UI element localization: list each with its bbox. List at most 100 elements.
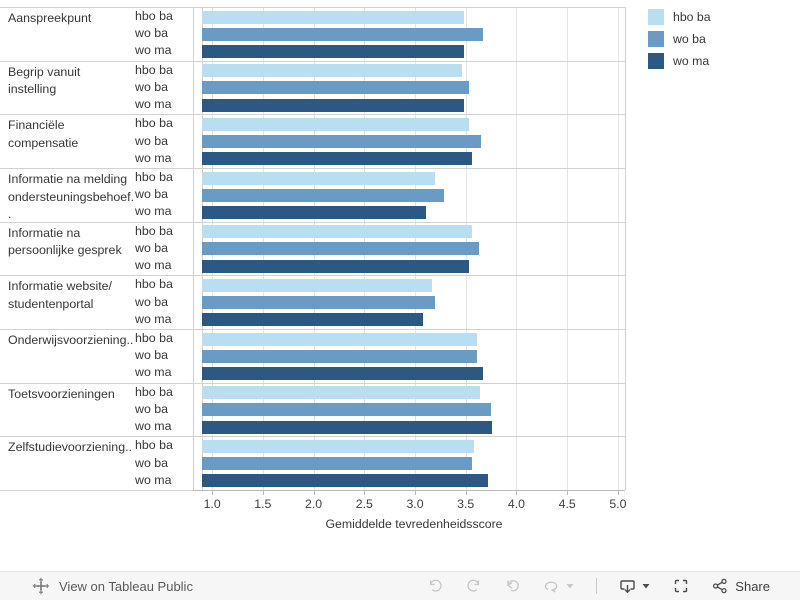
x-axis-title: Gemiddelde tevredenheidsscore (325, 517, 503, 531)
row-subcategory-label: wo ma (135, 204, 172, 219)
legend-item[interactable]: hbo ba (648, 8, 711, 25)
bar[interactable] (202, 349, 477, 363)
bar[interactable] (202, 44, 464, 58)
bar[interactable] (202, 117, 469, 131)
bar[interactable] (202, 242, 479, 256)
tableau-logo-icon (32, 577, 50, 595)
row-category-label: Aanspreekpunt (8, 11, 92, 25)
row-divider (0, 221, 625, 223)
bar[interactable] (202, 27, 483, 41)
toolbar-divider (596, 578, 598, 594)
axis-tick (465, 490, 467, 495)
bar[interactable] (202, 10, 464, 24)
bottom-toolbar: View on Tableau Public (0, 571, 800, 600)
replay-button[interactable] (504, 577, 522, 595)
row-subcategory-label: wo ma (135, 43, 172, 58)
row-subcategory-label: hbo ba (135, 9, 173, 23)
axis-tick (313, 490, 315, 495)
row-subcategory-label: wo ba (135, 79, 169, 94)
bar[interactable] (202, 313, 424, 327)
bar[interactable] (202, 439, 474, 453)
x-tick-label: 1.5 (254, 497, 272, 511)
row-subcategory-label: hbo ba (135, 277, 173, 292)
bar[interactable] (202, 135, 481, 149)
axis-tick (364, 490, 366, 495)
legend-label: wo ba (673, 31, 706, 46)
row-divider (0, 436, 625, 438)
row-subcategory-label: hbo ba (135, 170, 173, 184)
bar[interactable] (202, 366, 483, 380)
toolbar-actions: Share (426, 577, 770, 596)
row-subcategory-label: hbo ba (135, 438, 173, 453)
caret-down-icon (642, 584, 650, 589)
x-tick-label: 2.0 (305, 497, 323, 511)
bar[interactable] (202, 188, 445, 202)
replay-icon (507, 580, 520, 592)
row-subcategory-label: wo ma (135, 472, 172, 487)
bar[interactable] (202, 278, 433, 292)
row-category-label: Informatie na persoonlijke gesprek (8, 225, 122, 258)
refresh-icon (545, 581, 558, 593)
row-subcategory-label: wo ba (135, 348, 169, 363)
bar[interactable] (202, 403, 492, 417)
share-button[interactable]: Share (711, 577, 770, 595)
download-group (618, 577, 651, 596)
row-subcategory-label: wo ba (135, 26, 169, 41)
view-on-tableau-link[interactable]: View on Tableau Public (32, 577, 193, 595)
gridline (617, 7, 619, 490)
row-subcategory-label: hbo ba (135, 62, 173, 77)
gridline (567, 7, 569, 490)
row-divider (0, 114, 625, 116)
view-on-tableau-label: View on Tableau Public (59, 578, 193, 594)
bar[interactable] (202, 259, 469, 273)
header-pane-border (193, 7, 194, 490)
fullscreen-button[interactable] (672, 577, 690, 595)
bar[interactable] (202, 205, 427, 219)
bar[interactable] (202, 98, 464, 112)
axis-tick (262, 490, 264, 495)
row-category-label: Toetsvoorzieningen (8, 386, 115, 401)
undo-button[interactable] (426, 577, 444, 595)
bar[interactable] (202, 332, 477, 346)
row-subcategory-label: hbo ba (135, 116, 173, 131)
axis-tick (516, 490, 518, 495)
download-icon (620, 579, 635, 593)
row-subcategory-label: wo ba (135, 240, 169, 255)
row-category-label: Informatie na melding ondersteuningsbeho… (8, 172, 135, 221)
bar[interactable] (202, 457, 472, 471)
bar[interactable] (202, 296, 436, 310)
bar[interactable] (202, 64, 462, 78)
redo-button[interactable] (465, 577, 483, 595)
row-divider (0, 329, 625, 330)
bar[interactable] (202, 386, 480, 400)
bar[interactable] (202, 171, 436, 185)
legend-label: hbo ba (673, 9, 711, 24)
bar[interactable] (202, 152, 472, 166)
x-axis-line (193, 490, 625, 491)
fullscreen-icon (675, 579, 688, 593)
axis-tick (617, 490, 619, 495)
row-subcategory-label: wo ma (135, 150, 172, 165)
row-category-label: Zelfstudievoorziening.. (8, 440, 132, 455)
row-category-label: Begrip vanuit instelling (8, 64, 81, 97)
legend-swatch (648, 8, 664, 25)
x-tick-label: 1.0 (203, 497, 221, 511)
bar[interactable] (202, 225, 472, 239)
x-tick-label: 2.5 (355, 497, 373, 511)
row-subcategory-label: wo ma (135, 97, 172, 112)
x-tick-label: 3.5 (457, 497, 475, 511)
refresh-caret-button[interactable] (565, 581, 575, 591)
legend-item[interactable]: wo ma (648, 52, 711, 69)
bar[interactable] (202, 81, 469, 95)
legend-swatch (648, 30, 664, 47)
legend-item[interactable]: wo ba (648, 30, 711, 47)
refresh-button[interactable] (543, 577, 561, 595)
bar[interactable] (202, 420, 493, 434)
download-button[interactable] (618, 577, 637, 596)
row-divider (0, 382, 625, 384)
bar[interactable] (202, 474, 489, 488)
row-subcategory-label: wo ba (135, 133, 169, 148)
x-tick-label: 3.0 (406, 497, 424, 511)
download-caret-button[interactable] (641, 581, 651, 591)
x-tick-label: 4.0 (507, 497, 526, 511)
